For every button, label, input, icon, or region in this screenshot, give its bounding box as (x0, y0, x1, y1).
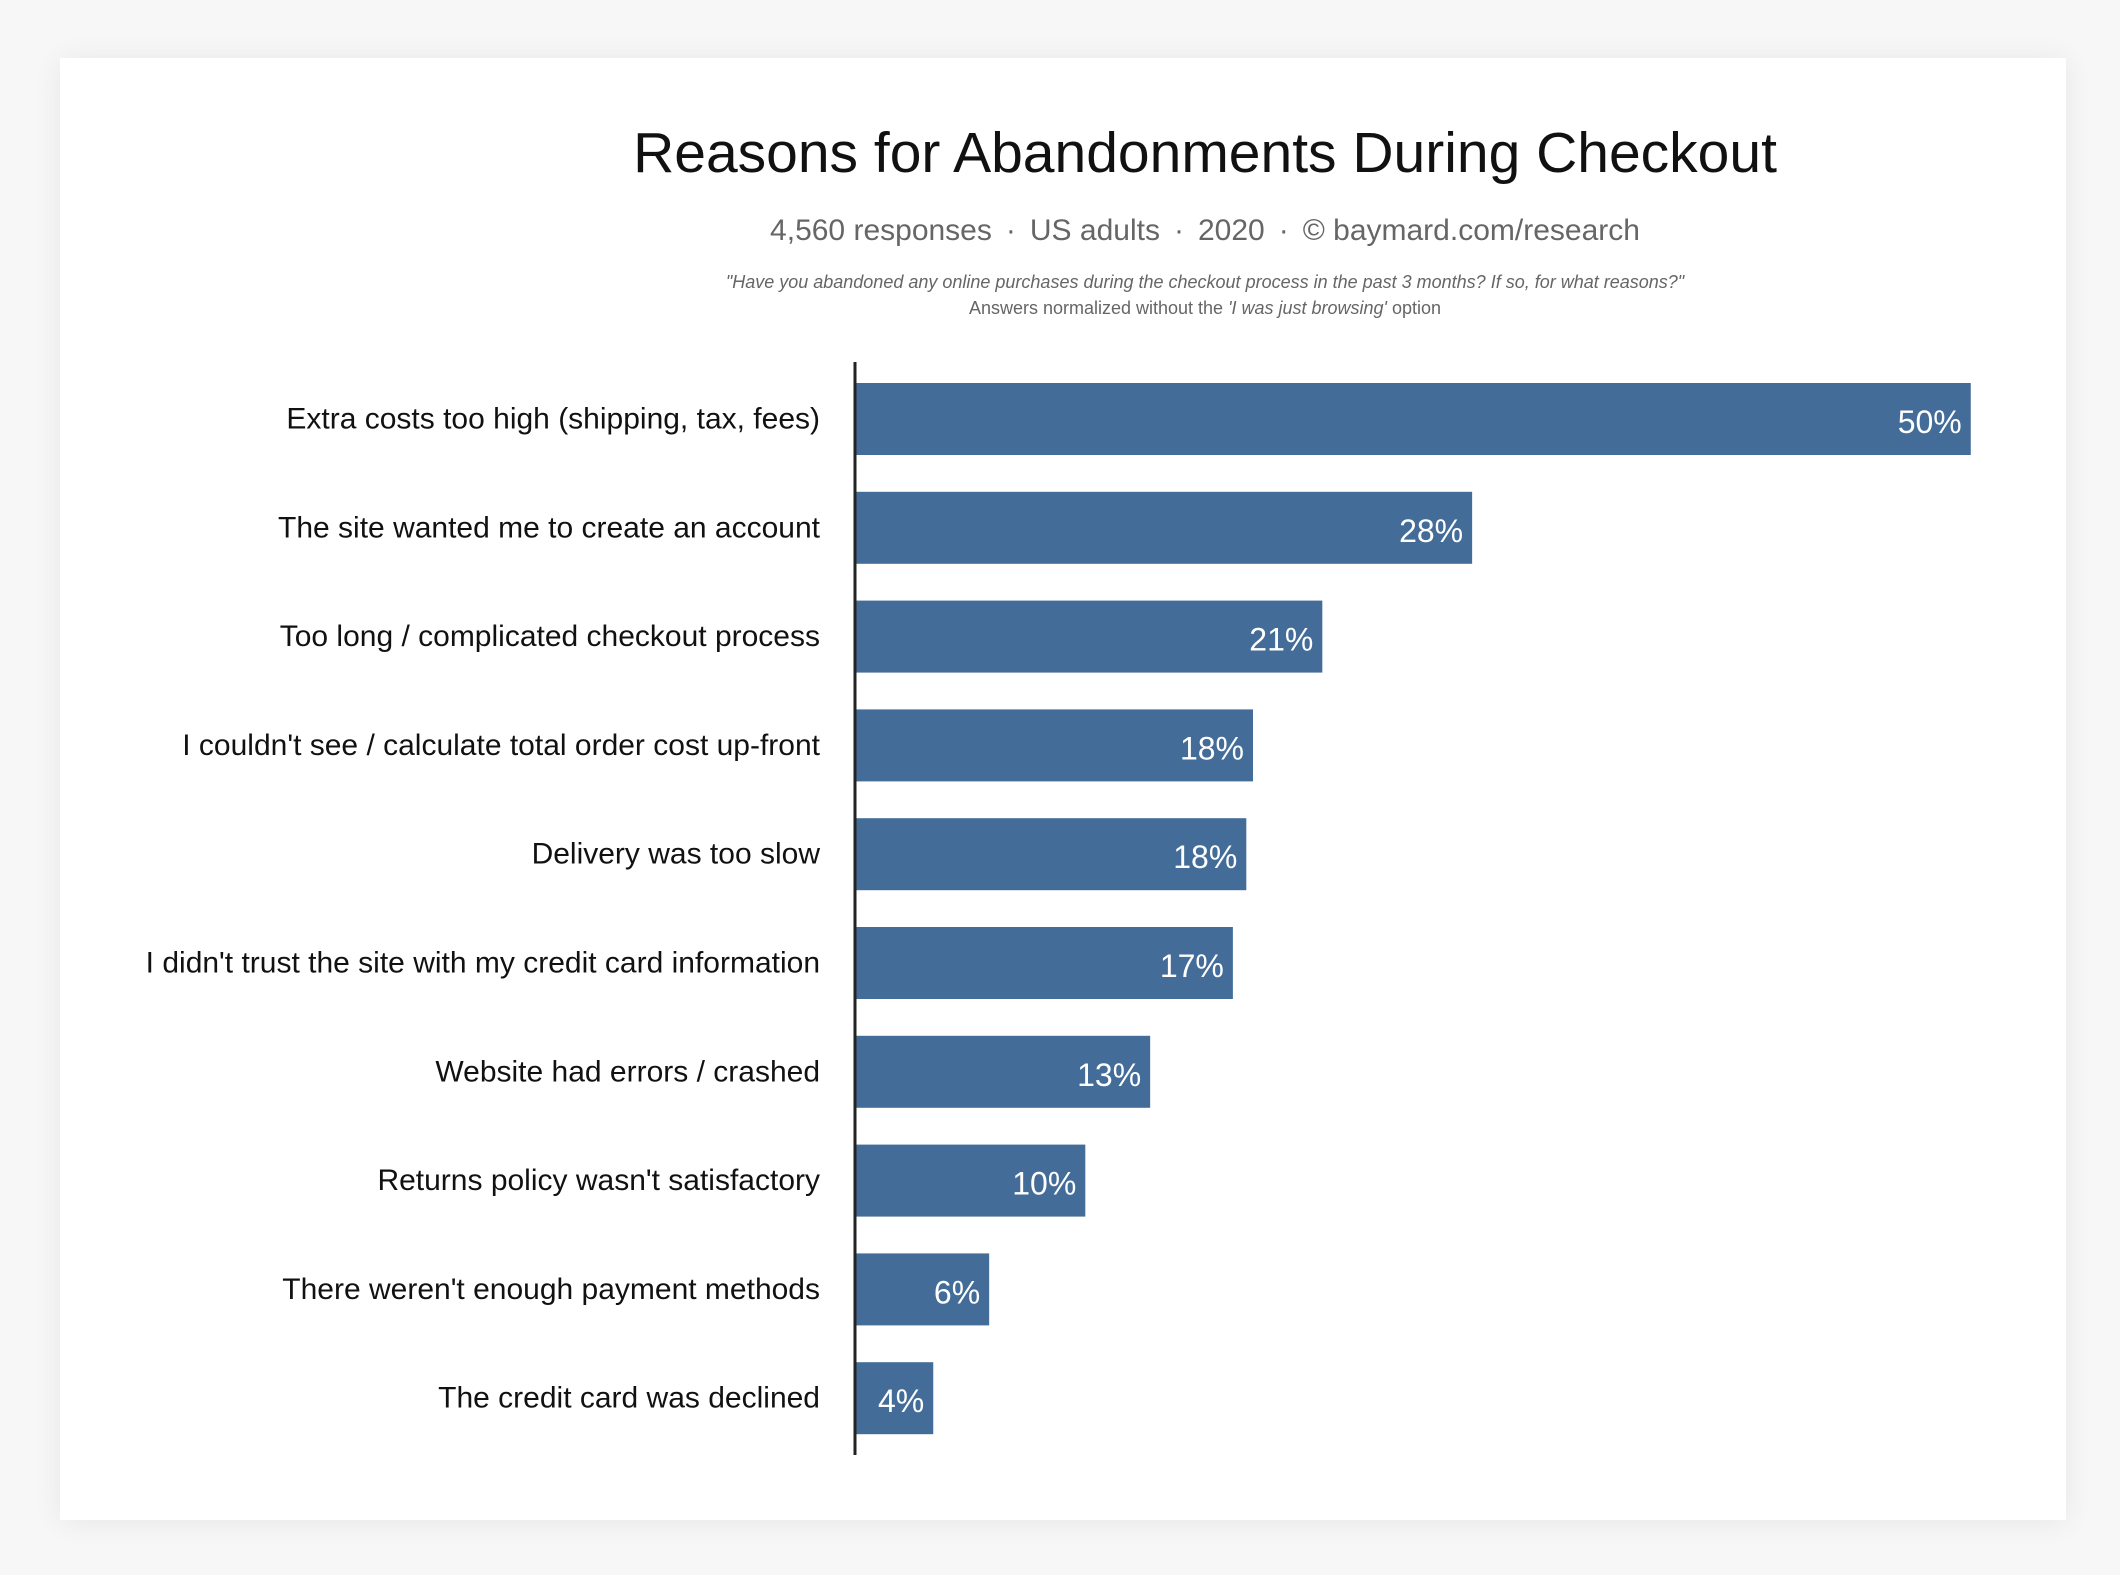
bar-3 (855, 709, 1254, 782)
bar-2 (855, 600, 1323, 673)
note-suffix: option (1387, 298, 1442, 318)
normalization-note: Answers normalized without the 'I was ju… (0, 298, 2120, 319)
subtitle-source: © baymard.com/research (1302, 214, 1640, 247)
note-emphasis: 'I was just browsing' (1228, 298, 1387, 318)
category-label-6: Website had errors / crashed (435, 1055, 820, 1088)
category-label-3: I couldn't see / calculate total order c… (182, 729, 820, 762)
bar-4 (855, 818, 1247, 891)
category-label-9: The credit card was declined (438, 1382, 820, 1415)
bar-6 (855, 1035, 1151, 1108)
category-label-2: Too long / complicated checkout process (280, 620, 820, 653)
category-label-8: There weren't enough payment methods (282, 1273, 820, 1306)
value-label-2: 21% (1249, 622, 1313, 658)
value-label-7: 10% (1012, 1166, 1076, 1202)
value-label-5: 17% (1160, 948, 1224, 984)
bar-8 (855, 1253, 990, 1326)
bar-0 (855, 383, 1971, 455)
subtitle-separator: · (1173, 214, 1184, 247)
survey-question: "Have you abandoned any online purchases… (725, 272, 1685, 292)
value-label-4: 18% (1173, 839, 1237, 875)
chart-title: Reasons for Abandonments During Checkout (633, 121, 1777, 185)
category-label-0: Extra costs too high (shipping, tax, fee… (286, 403, 820, 436)
note-prefix: Answers normalized without the (968, 298, 1229, 318)
category-label-1: The site wanted me to create an account (278, 511, 821, 544)
subtitle-separator: · (1005, 214, 1016, 247)
value-label-0: 50% (1898, 404, 1962, 440)
category-label-5: I didn't trust the site with my credit c… (146, 947, 820, 980)
category-label-4: Delivery was too slow (532, 838, 821, 871)
value-label-8: 6% (934, 1274, 980, 1310)
category-label-7: Returns policy wasn't satisfactory (377, 1164, 820, 1197)
value-label-3: 18% (1180, 730, 1244, 766)
bar-5 (855, 927, 1233, 999)
subtitle-population: US adults (1029, 214, 1160, 247)
bar-9 (855, 1362, 934, 1435)
bar-1 (855, 491, 1473, 564)
bar-7 (855, 1144, 1086, 1217)
subtitle-year: 2020 (1197, 214, 1265, 247)
subtitle-responses: 4,560 responses (770, 214, 992, 247)
subtitle-separator: · (1278, 214, 1289, 247)
value-label-1: 28% (1399, 513, 1463, 549)
chart-subtitle: 4,560 responses · US adults · 2020 · © baymard… (0, 214, 2120, 248)
value-label-9: 4% (878, 1383, 924, 1419)
chart-card (60, 58, 2066, 1520)
value-label-6: 13% (1077, 1057, 1141, 1093)
